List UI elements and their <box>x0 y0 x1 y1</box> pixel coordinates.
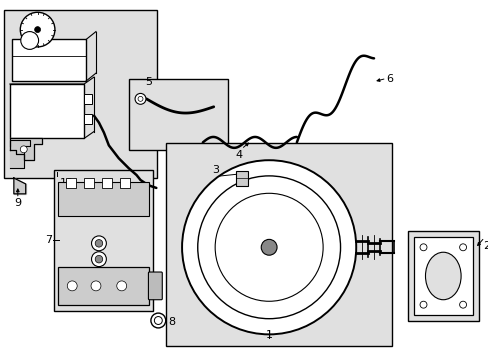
Circle shape <box>459 301 466 308</box>
Polygon shape <box>14 178 26 194</box>
Text: 2: 2 <box>482 241 488 251</box>
FancyBboxPatch shape <box>58 267 149 305</box>
Circle shape <box>67 281 77 291</box>
Bar <box>4 10 157 178</box>
Polygon shape <box>10 140 30 168</box>
Text: 10: 10 <box>60 178 74 188</box>
Circle shape <box>35 27 41 32</box>
Circle shape <box>20 146 27 153</box>
Circle shape <box>154 316 162 324</box>
FancyBboxPatch shape <box>413 237 472 315</box>
Circle shape <box>459 244 466 251</box>
FancyBboxPatch shape <box>10 84 84 139</box>
Circle shape <box>197 176 340 319</box>
Circle shape <box>419 301 426 308</box>
Ellipse shape <box>425 252 460 300</box>
Circle shape <box>419 244 426 251</box>
Circle shape <box>91 281 101 291</box>
FancyBboxPatch shape <box>235 171 248 186</box>
Text: 3: 3 <box>212 165 219 175</box>
Circle shape <box>151 313 165 328</box>
Bar <box>66 178 76 188</box>
Circle shape <box>95 255 102 263</box>
Bar <box>84 178 94 188</box>
Circle shape <box>182 160 355 334</box>
Text: 7: 7 <box>45 235 52 246</box>
Bar <box>166 143 391 346</box>
Text: 4: 4 <box>235 150 243 160</box>
Polygon shape <box>10 139 41 160</box>
Text: 8: 8 <box>168 318 175 328</box>
FancyBboxPatch shape <box>12 40 86 81</box>
Bar <box>102 178 112 188</box>
FancyBboxPatch shape <box>58 182 149 216</box>
Circle shape <box>91 252 106 267</box>
Circle shape <box>117 281 126 291</box>
Bar <box>84 94 92 104</box>
Bar <box>128 79 227 150</box>
Bar <box>84 114 92 123</box>
Circle shape <box>138 96 142 101</box>
Circle shape <box>215 193 323 301</box>
Text: 6: 6 <box>385 74 392 84</box>
Circle shape <box>95 239 102 247</box>
Text: 5: 5 <box>144 77 152 87</box>
Circle shape <box>20 32 39 49</box>
Bar <box>120 178 129 188</box>
Circle shape <box>261 239 277 255</box>
Circle shape <box>135 93 145 104</box>
Bar <box>407 231 478 320</box>
FancyBboxPatch shape <box>148 272 162 300</box>
Text: 1: 1 <box>265 330 272 340</box>
Bar <box>54 170 153 311</box>
Circle shape <box>20 12 55 47</box>
Circle shape <box>91 236 106 251</box>
Text: 9: 9 <box>14 198 21 208</box>
